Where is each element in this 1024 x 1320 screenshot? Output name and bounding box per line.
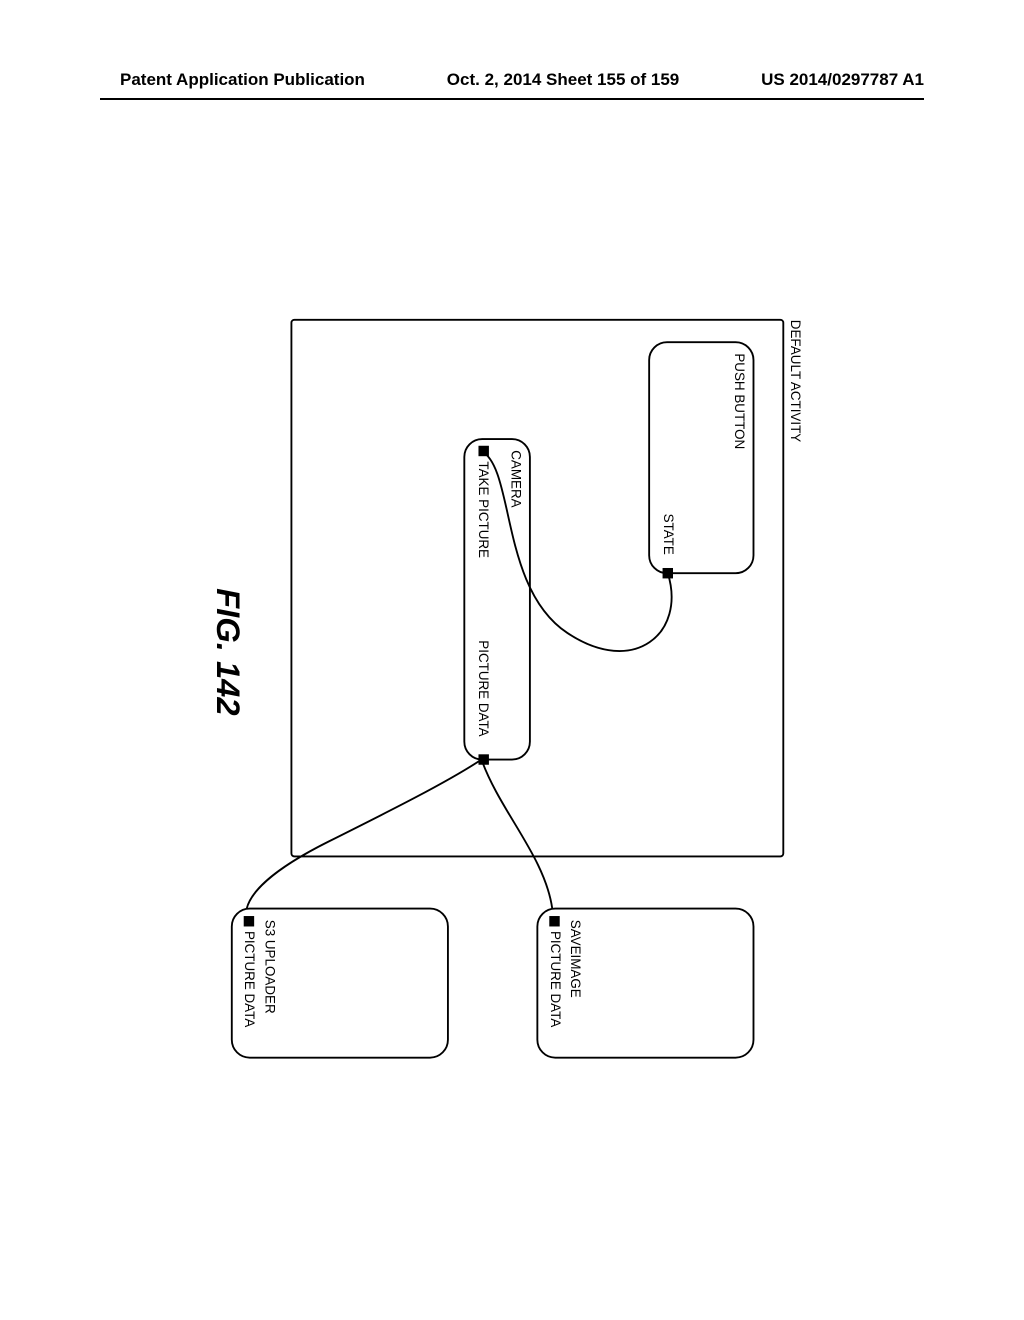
page-header: Patent Application Publication Oct. 2, 2… <box>0 70 1024 90</box>
header-center: Oct. 2, 2014 Sheet 155 of 159 <box>447 70 679 90</box>
s3uploader-picturedata-label: PICTURE DATA <box>242 931 257 1027</box>
camera-takepicture-label: TAKE PICTURE <box>476 461 491 558</box>
header-rule <box>100 98 924 100</box>
saveimage-picturedata-label: PICTURE DATA <box>548 931 563 1027</box>
camera-picturedata-label: PICTURE DATA <box>476 640 491 736</box>
diagram-container: DEFAULT ACTIVITY PUSH BUTTON STATE CAMER… <box>0 290 1024 1080</box>
flow-diagram: DEFAULT ACTIVITY PUSH BUTTON STATE CAMER… <box>0 290 1024 1080</box>
header-left: Patent Application Publication <box>120 70 365 90</box>
container-label: DEFAULT ACTIVITY <box>788 320 803 442</box>
s3uploader-picturedata-port <box>244 916 254 926</box>
camera-title: CAMERA <box>508 450 523 507</box>
pushbutton-state-label: STATE <box>661 514 676 555</box>
saveimage-picturedata-port <box>549 916 559 926</box>
header-right: US 2014/0297787 A1 <box>761 70 924 90</box>
saveimage-title: SAVEIMAGE <box>568 920 583 998</box>
s3uploader-title: S3 UPLOADER <box>262 920 277 1014</box>
figure-caption: FIG. 142 <box>210 588 247 716</box>
page: Patent Application Publication Oct. 2, 2… <box>0 0 1024 1320</box>
pushbutton-title: PUSH BUTTON <box>732 353 747 449</box>
